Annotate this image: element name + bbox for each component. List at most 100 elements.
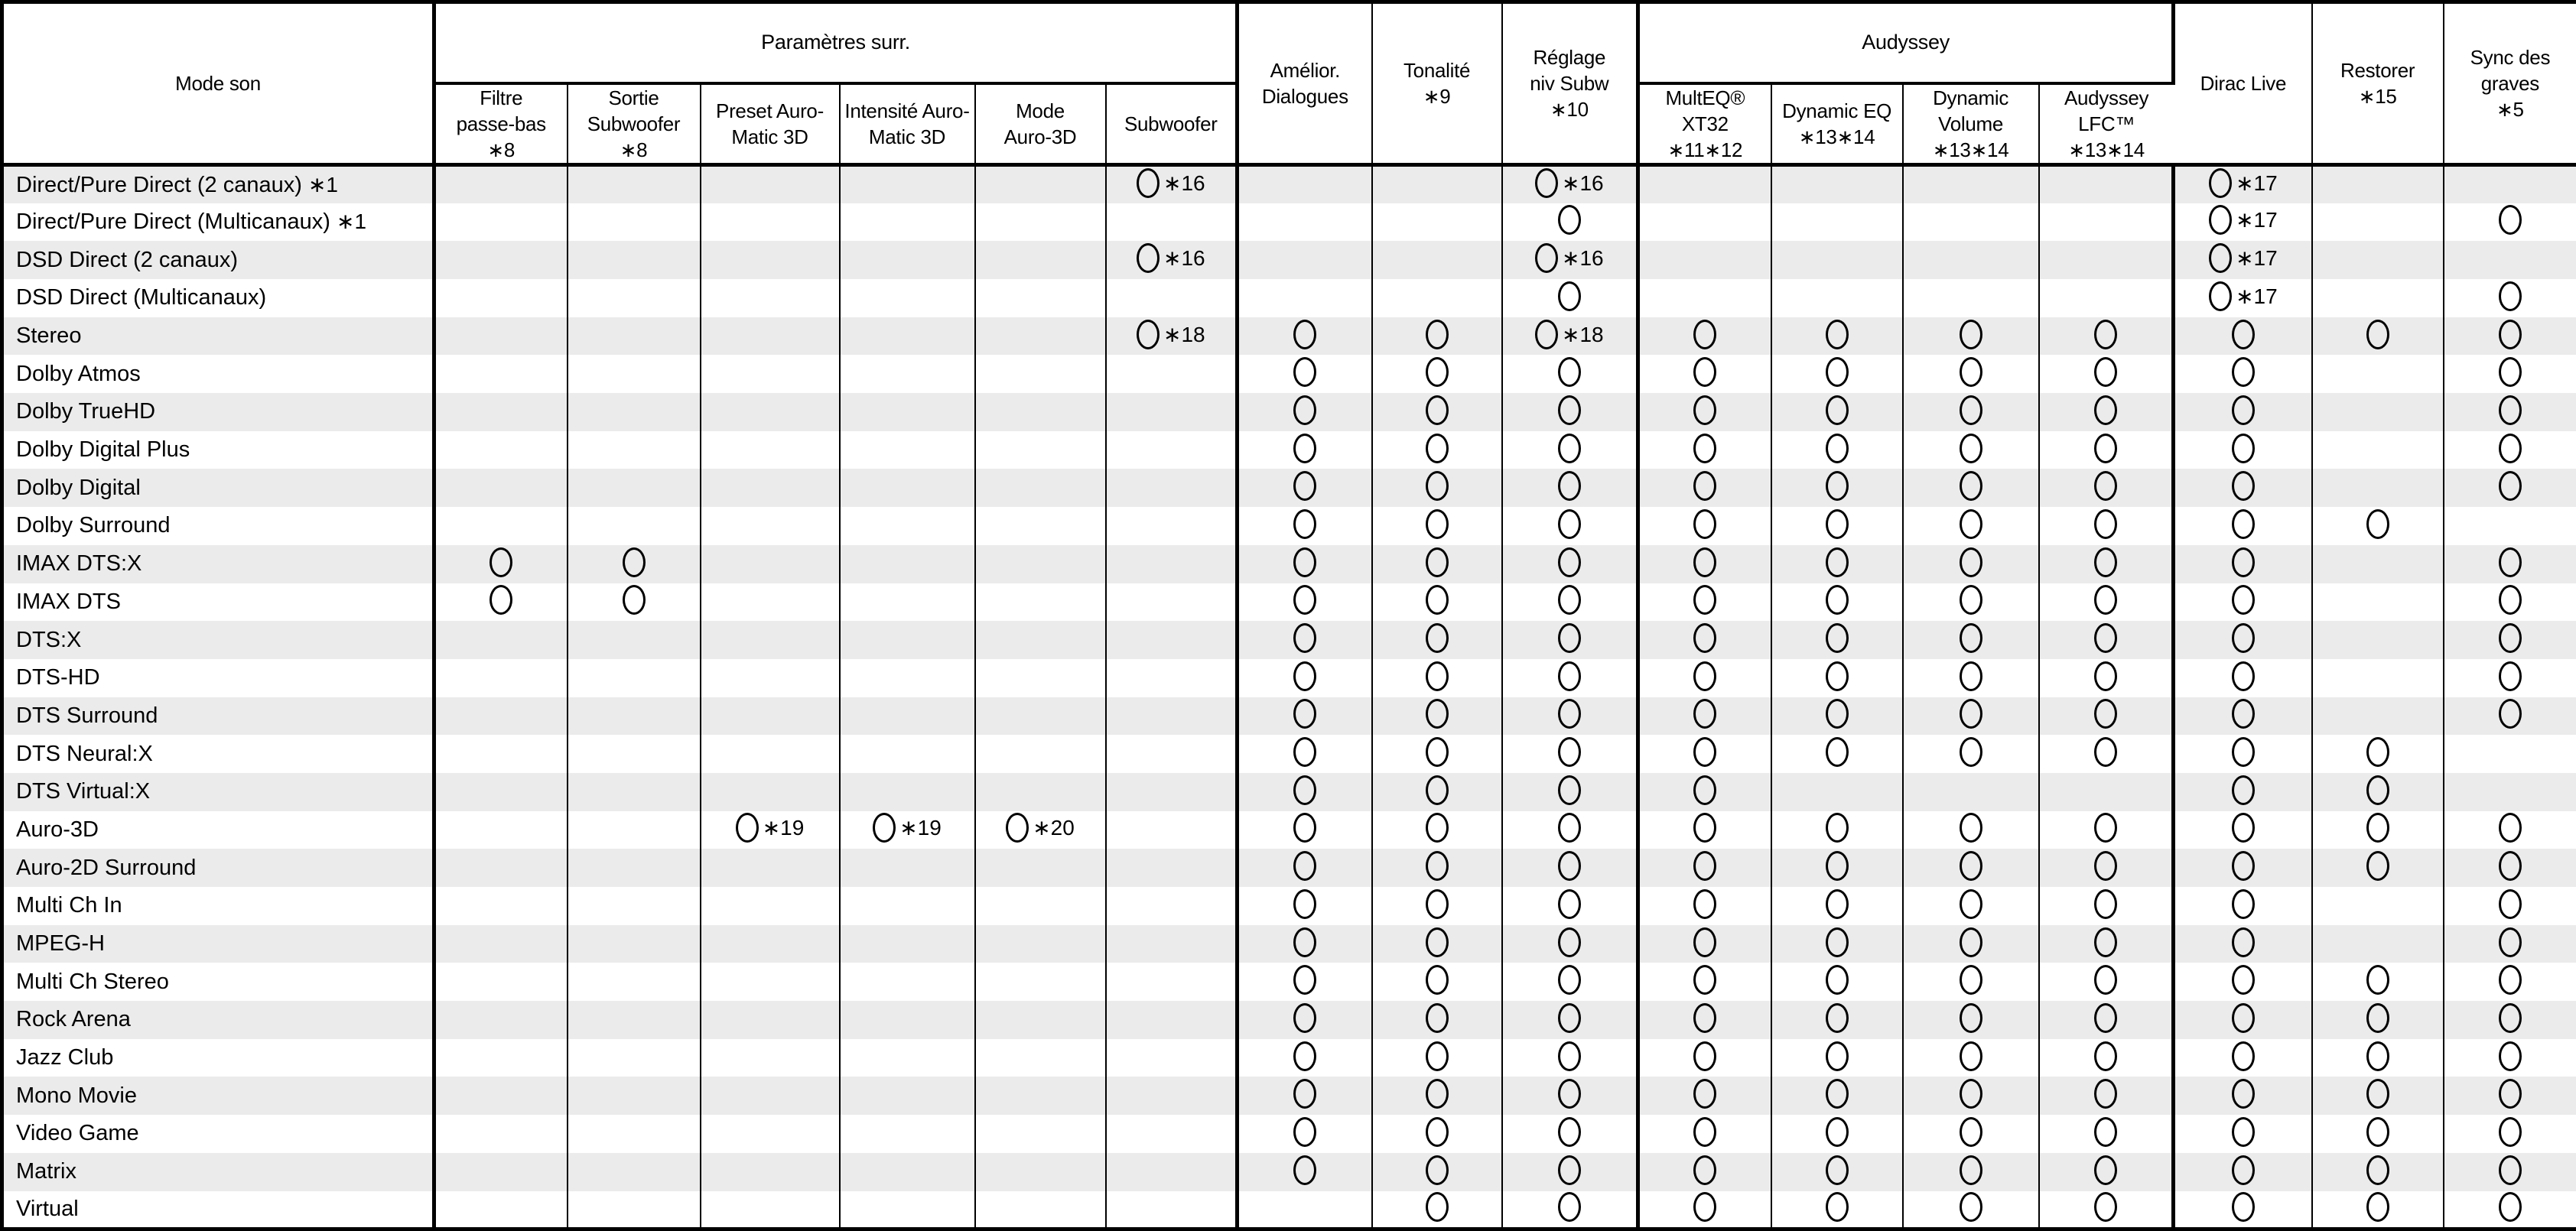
circle-mark-icon — [1960, 965, 1982, 995]
cell-empty — [701, 165, 840, 203]
cell-supported — [2444, 393, 2576, 431]
cell-supported — [2312, 1039, 2444, 1077]
cell-empty — [701, 241, 840, 279]
cell-supported — [2312, 735, 2444, 773]
cell-mark-wrap — [1826, 1155, 1849, 1185]
circle-mark-icon — [1826, 927, 1849, 957]
cell-empty — [1106, 1077, 1238, 1115]
circle-mark-icon — [1826, 699, 1849, 729]
cell-mark-wrap — [2366, 1079, 2389, 1109]
cell-mark-wrap — [1693, 851, 1716, 881]
cell-empty — [568, 469, 701, 507]
cell-mark-wrap — [1960, 699, 1982, 729]
cell-empty — [434, 887, 568, 925]
cell-mark-wrap — [1558, 927, 1581, 957]
cell-supported — [2039, 697, 2174, 736]
cell-supported — [1638, 1115, 1771, 1153]
cell-supported: ∗16 — [1502, 241, 1638, 279]
cell-empty — [2039, 165, 2174, 203]
cell-mark-wrap — [1960, 623, 1982, 653]
cell-mark-wrap — [2094, 1155, 2117, 1185]
col-header-tonalite: Tonalité ∗9 — [1372, 2, 1502, 165]
circle-mark-icon — [1693, 775, 1716, 805]
circle-mark-icon — [2366, 737, 2389, 767]
cell-supported — [1238, 1001, 1372, 1039]
circle-mark-icon — [1826, 737, 1849, 767]
cell-empty — [701, 545, 840, 583]
cell-mark-wrap — [1960, 1003, 1982, 1033]
cell-mark-wrap — [1426, 1003, 1449, 1033]
circle-mark-icon — [1693, 1155, 1716, 1185]
cell-mark-wrap — [1558, 965, 1581, 995]
circle-mark-icon — [2094, 434, 2117, 463]
cell-mark-wrap — [1693, 320, 1716, 349]
circle-mark-icon — [1558, 357, 1581, 387]
circle-mark-icon — [736, 813, 759, 843]
cell-empty — [975, 1001, 1106, 1039]
cell-mark-wrap — [1826, 965, 1849, 995]
circle-mark-icon — [1293, 1155, 1316, 1185]
cell-empty — [701, 1077, 840, 1115]
cell-mark-wrap — [1558, 281, 1581, 311]
cell-empty — [840, 773, 975, 811]
row-label: Jazz Club — [2, 1039, 434, 1077]
cell-empty — [434, 469, 568, 507]
cell-mark-wrap — [1826, 1192, 1849, 1222]
cell-supported — [1372, 963, 1502, 1001]
circle-mark-icon — [1426, 775, 1449, 805]
cell-supported — [1372, 849, 1502, 887]
cell-supported — [1238, 507, 1372, 545]
circle-mark-icon — [2499, 357, 2522, 387]
cell-mark-wrap — [1960, 434, 1982, 463]
circle-mark-icon — [1960, 813, 1982, 843]
cell-mark-wrap — [1693, 1117, 1716, 1147]
cell-supported: ∗18 — [1106, 317, 1238, 356]
cell-empty — [434, 925, 568, 963]
circle-mark-icon — [1426, 1079, 1449, 1109]
cell-mark-wrap — [2094, 1079, 2117, 1109]
circle-mark-icon — [2232, 661, 2255, 691]
cell-empty — [2444, 735, 2576, 773]
row-label: Mono Movie — [2, 1077, 434, 1115]
cell-mark-wrap: ∗18 — [1137, 320, 1205, 349]
cell-mark-wrap — [1426, 320, 1449, 349]
cell-empty — [1771, 241, 1903, 279]
circle-mark-icon — [1693, 1192, 1716, 1222]
cell-supported — [1372, 887, 1502, 925]
cell-supported — [1502, 773, 1638, 811]
cell-empty — [434, 1001, 568, 1039]
cell-empty — [434, 1077, 568, 1115]
cell-mark-wrap — [1293, 965, 1316, 995]
cell-empty — [701, 1153, 840, 1191]
cell-mark-wrap — [1293, 547, 1316, 577]
cell-mark-wrap — [2366, 320, 2389, 349]
cell-supported — [1238, 735, 1372, 773]
circle-mark-icon — [2499, 434, 2522, 463]
cell-mark-wrap — [1558, 775, 1581, 805]
circle-mark-icon — [2209, 168, 2232, 198]
circle-mark-icon — [1426, 509, 1449, 539]
cell-mark-wrap — [1693, 1192, 1716, 1222]
cell-mark-wrap — [2094, 320, 2117, 349]
cell-mark-wrap — [1293, 1117, 1316, 1147]
circle-mark-icon — [1293, 623, 1316, 653]
cell-mark-wrap — [2232, 471, 2255, 501]
cell-mark-wrap — [1426, 623, 1449, 653]
cell-empty — [1106, 431, 1238, 469]
circle-mark-icon — [1137, 168, 1160, 198]
cell-empty — [1106, 393, 1238, 431]
cell-supported — [1903, 393, 2039, 431]
cell-mark-wrap — [2366, 737, 2389, 767]
cell-empty — [1771, 279, 1903, 317]
cell-supported — [1903, 1153, 2039, 1191]
cell-supported — [2444, 1039, 2576, 1077]
cell-supported — [2312, 1153, 2444, 1191]
cell-supported — [2444, 811, 2576, 849]
cell-empty — [701, 317, 840, 356]
cell-mark-wrap — [1558, 471, 1581, 501]
cell-supported — [1903, 355, 2039, 393]
cell-supported: ∗17 — [2174, 241, 2312, 279]
cell-empty — [1106, 1001, 1238, 1039]
circle-mark-icon — [1558, 1155, 1581, 1185]
cell-mark-wrap — [2366, 965, 2389, 995]
